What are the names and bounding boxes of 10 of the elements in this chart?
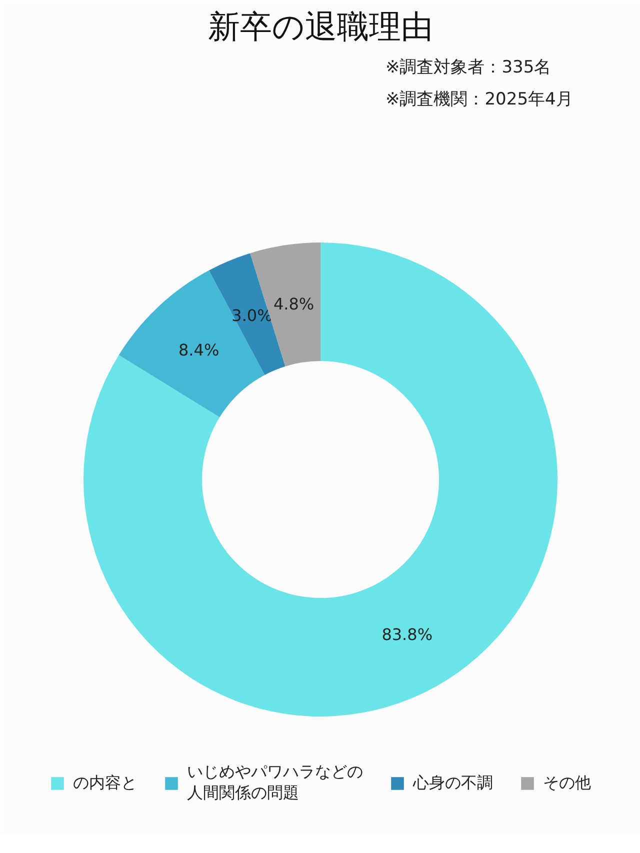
- data-label: 4.8%: [273, 294, 314, 314]
- legend-label: 心身の不調: [413, 772, 493, 794]
- chart-title: 新卒の退職理由: [208, 8, 433, 46]
- legend-label: の内容と: [73, 772, 137, 794]
- data-label: 8.4%: [178, 340, 220, 360]
- chart-subtitle: ※調査対象者：335名: [386, 58, 552, 78]
- legend-label: その他: [543, 772, 591, 794]
- data-label: 83.8%: [382, 625, 433, 644]
- legend-label: いじめやパワハラなどの人間関係の問題: [187, 762, 363, 804]
- text: ※調査機関：2025年4月: [386, 90, 573, 110]
